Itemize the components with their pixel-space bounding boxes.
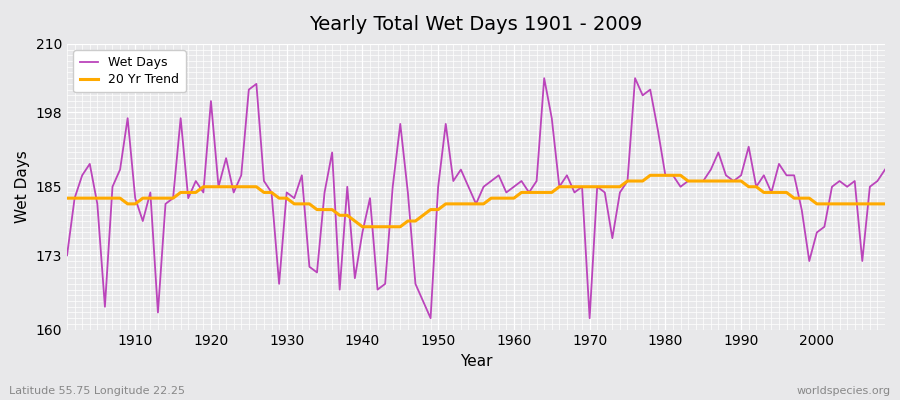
Title: Yearly Total Wet Days 1901 - 2009: Yearly Total Wet Days 1901 - 2009 [310, 15, 643, 34]
20 Yr Trend [122, 202, 133, 206]
20 Yr Trend [289, 202, 300, 206]
Y-axis label: Wet Days: Wet Days [15, 150, 30, 223]
20 Yr Trend [508, 196, 519, 200]
Legend: Wet Days, 20 Yr Trend: Wet Days, 20 Yr Trend [73, 50, 185, 92]
20 Yr Trend [334, 213, 345, 218]
20 Yr Trend [357, 224, 368, 229]
Text: worldspecies.org: worldspecies.org [796, 386, 891, 396]
Wet Days [516, 179, 526, 184]
Wet Days [879, 167, 890, 172]
Wet Days [122, 116, 133, 120]
Wet Days [539, 76, 550, 80]
20 Yr Trend [61, 196, 72, 200]
Line: 20 Yr Trend: 20 Yr Trend [67, 175, 885, 227]
Wet Days [334, 287, 345, 292]
Text: Latitude 55.75 Longitude 22.25: Latitude 55.75 Longitude 22.25 [9, 386, 185, 396]
20 Yr Trend [879, 202, 890, 206]
Wet Days [289, 196, 300, 200]
X-axis label: Year: Year [460, 354, 492, 369]
20 Yr Trend [607, 184, 617, 189]
Line: Wet Days: Wet Days [67, 78, 885, 318]
Wet Days [615, 190, 626, 195]
Wet Days [425, 316, 436, 320]
Wet Days [508, 184, 519, 189]
20 Yr Trend [516, 190, 526, 195]
Wet Days [61, 253, 72, 258]
20 Yr Trend [644, 173, 655, 178]
